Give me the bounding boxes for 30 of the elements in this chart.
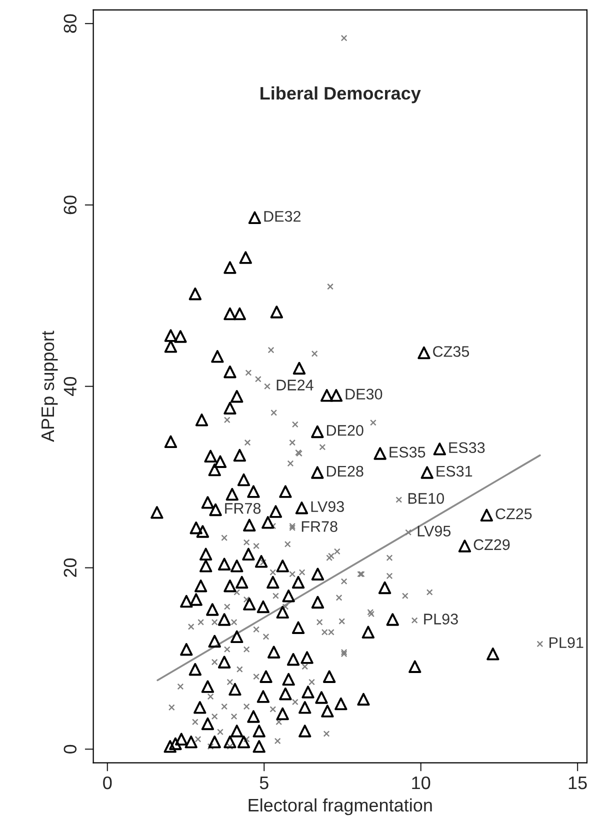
x-axis-title: Electoral fragmentation: [248, 798, 432, 816]
y-tick-label: 80: [64, 14, 77, 33]
annotation: DE32: [264, 210, 301, 222]
annotation: PL93: [424, 614, 458, 624]
annotation: FR78: [225, 503, 261, 514]
annotation: ES31: [436, 466, 472, 477]
text: Liberal Democracy: [260, 86, 421, 104]
annotation: CZ35: [433, 346, 470, 357]
annotation: BE10: [408, 493, 444, 504]
x-tick-label: 15: [568, 776, 587, 790]
annotation: LV95: [418, 526, 451, 536]
y-tick-label: 40: [64, 377, 77, 396]
annotation: CZ29: [474, 539, 510, 550]
annotation: DE30: [346, 388, 382, 400]
annotation: ES35: [390, 446, 426, 458]
x-tick-label: 5: [260, 776, 268, 790]
annotation: PL91: [550, 637, 584, 648]
annotation: DE28: [326, 466, 364, 477]
y-tick-label: 60: [64, 196, 77, 214]
annotation: DE20: [326, 425, 364, 436]
x-tick-label: 10: [412, 776, 430, 790]
y-tick-label: 20: [64, 558, 77, 577]
annotation: ES33: [449, 442, 485, 454]
annotation: DE24: [276, 380, 314, 390]
x-tick-label: 0: [103, 776, 112, 790]
y-axis-title: APEp support: [42, 330, 58, 442]
y-tick-label: 0: [64, 744, 77, 754]
annotation: CZ25: [496, 508, 532, 520]
annotation: FR78: [302, 521, 338, 532]
annotation: LV93: [311, 501, 344, 512]
